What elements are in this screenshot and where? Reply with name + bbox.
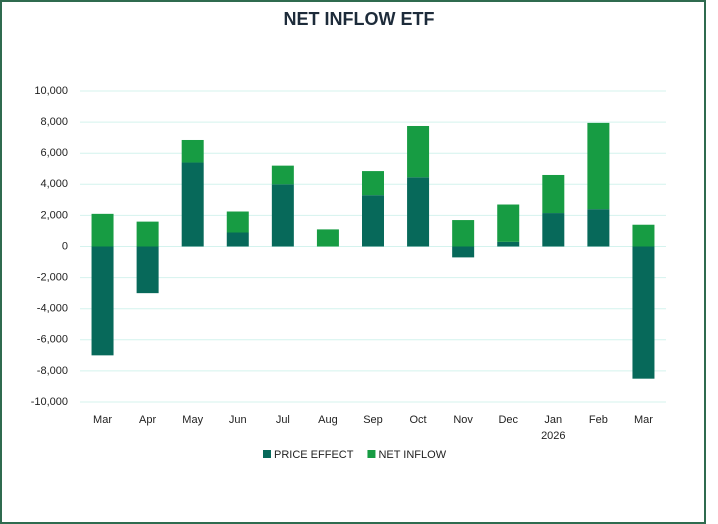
- chart-title: NET INFLOW ETF: [284, 9, 435, 29]
- y-tick-label: 6,000: [40, 147, 68, 159]
- bar-segment: [226, 232, 249, 247]
- legend-label: NET INFLOW: [378, 449, 446, 461]
- x-tick-label: Apr: [139, 414, 156, 426]
- bar-segment: [407, 177, 430, 247]
- x-tick-label: Sep: [363, 414, 383, 426]
- bar-segment: [497, 241, 520, 247]
- bar-segment: [271, 165, 294, 185]
- y-tick-label: -4,000: [37, 303, 68, 315]
- x-tick-label: May: [182, 414, 203, 426]
- legend-swatch: [263, 450, 271, 458]
- x-tick-label: Jun: [229, 414, 247, 426]
- x-tick-label: Jul: [276, 414, 290, 426]
- bar-segment: [632, 246, 655, 379]
- x-tick-label: Mar: [634, 414, 653, 426]
- bar-segment: [632, 224, 655, 247]
- bar-segment: [136, 221, 159, 247]
- bar-segment: [271, 184, 294, 247]
- bar-segment: [542, 174, 565, 214]
- x-tick-label: Aug: [318, 414, 338, 426]
- bar-segment: [362, 195, 384, 247]
- bar-segment: [181, 162, 204, 247]
- bar-segment: [542, 213, 565, 247]
- bar-segment: [587, 122, 610, 210]
- x-tick-sublabel: 2026: [541, 430, 565, 442]
- y-tick-label: -6,000: [37, 334, 68, 346]
- bar-segment: [226, 211, 249, 233]
- x-tick-label: Oct: [410, 414, 427, 426]
- bar-segment: [407, 125, 430, 178]
- bar-segment: [587, 209, 610, 247]
- bar-segment: [452, 246, 475, 258]
- y-tick-label: 2,000: [40, 209, 68, 221]
- bar-segment: [497, 204, 520, 242]
- x-tick-label: Feb: [589, 414, 608, 426]
- y-tick-label: 8,000: [40, 116, 68, 128]
- bar-segment: [362, 171, 384, 196]
- legend-label: PRICE EFFECT: [274, 449, 354, 461]
- y-tick-label: -8,000: [37, 365, 68, 377]
- y-tick-label: -10,000: [31, 396, 68, 408]
- x-tick-label: Nov: [453, 414, 473, 426]
- y-tick-label: 10,000: [34, 85, 68, 97]
- bar-segment: [181, 139, 204, 163]
- y-tick-label: 4,000: [40, 178, 68, 190]
- x-tick-label: Jan: [544, 414, 562, 426]
- y-tick-label: 0: [62, 240, 68, 252]
- bar-segment: [136, 246, 159, 294]
- bar-segment: [452, 220, 475, 247]
- x-tick-label: Mar: [93, 414, 112, 426]
- bar-segment: [91, 213, 114, 247]
- y-tick-label: -2,000: [37, 272, 68, 284]
- bar-segment: [91, 246, 114, 356]
- legend-swatch: [367, 450, 376, 458]
- x-tick-label: Dec: [498, 414, 518, 426]
- bar-segment: [316, 229, 339, 247]
